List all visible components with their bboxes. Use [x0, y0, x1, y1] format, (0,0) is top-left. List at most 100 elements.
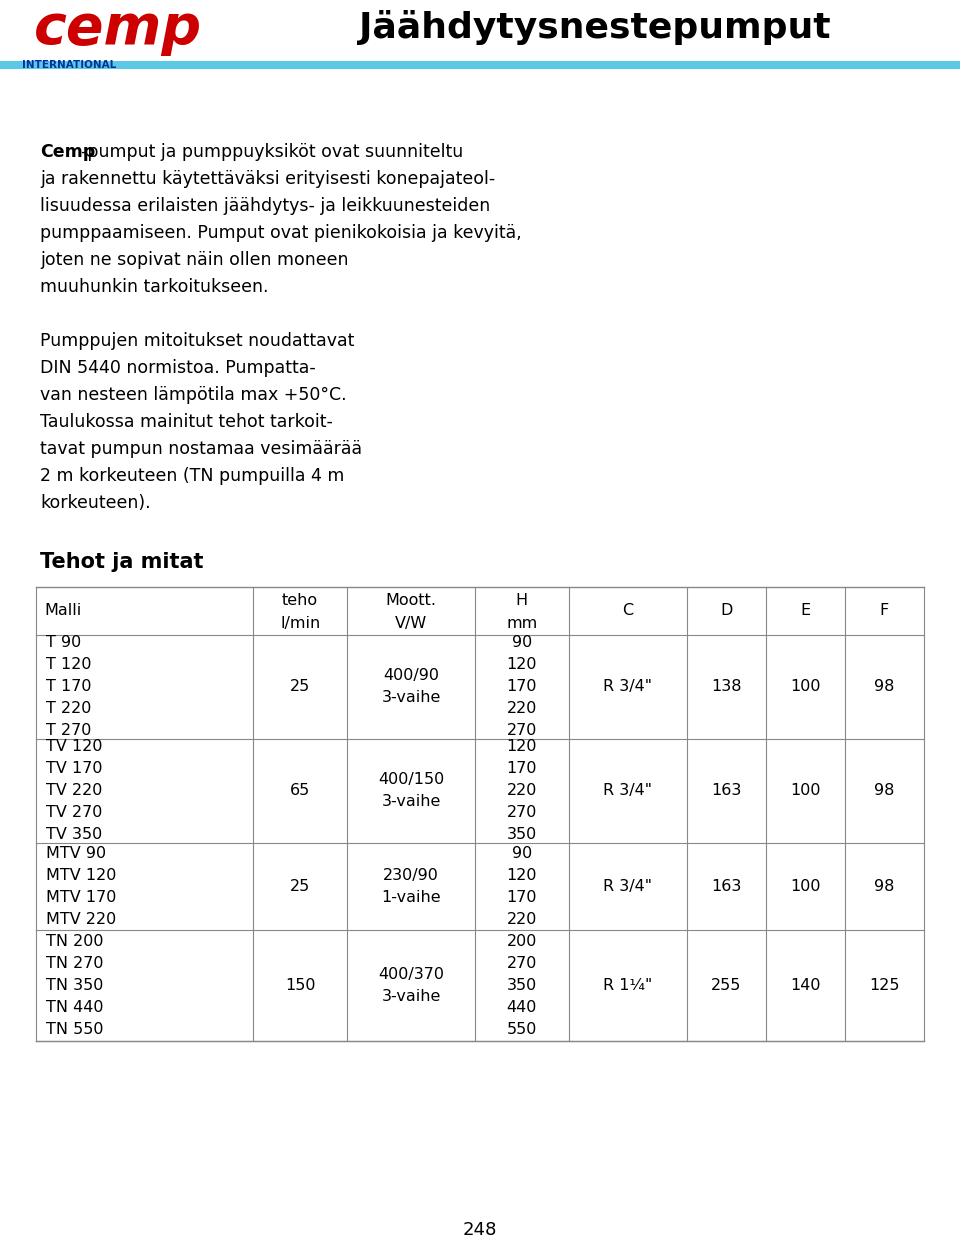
Text: F: F: [879, 604, 889, 618]
Text: 255: 255: [711, 979, 741, 992]
Text: 220: 220: [507, 702, 537, 715]
Text: 550: 550: [507, 1022, 537, 1036]
Text: 98: 98: [874, 783, 895, 798]
Text: 120: 120: [507, 739, 538, 754]
Bar: [0, 61, 960, 69]
Text: 170: 170: [507, 890, 538, 905]
Bar: [36, 843, 924, 930]
Text: Jäähdytysnestepumput: Jäähdytysnestepumput: [359, 10, 831, 45]
Text: 98: 98: [874, 880, 895, 893]
Text: MTV 120: MTV 120: [46, 868, 116, 883]
Text: 220: 220: [507, 912, 537, 927]
Text: T 170: T 170: [46, 679, 91, 694]
Text: MTV 170: MTV 170: [46, 890, 116, 905]
Text: 25: 25: [290, 880, 310, 893]
Text: 170: 170: [507, 762, 538, 776]
Text: TV 170: TV 170: [46, 762, 103, 776]
Bar: [36, 738, 924, 843]
Text: 100: 100: [790, 783, 821, 798]
Bar: [36, 586, 924, 634]
Text: pumppaamiseen. Pumput ovat pienikokoisia ja kevyitä,: pumppaamiseen. Pumput ovat pienikokoisia…: [40, 223, 522, 242]
Text: Moott.: Moott.: [386, 594, 437, 608]
Text: teho: teho: [282, 594, 318, 608]
Text: 200: 200: [507, 935, 537, 949]
Text: V/W: V/W: [395, 616, 427, 630]
Text: TN 350: TN 350: [46, 979, 104, 992]
Text: 90: 90: [512, 846, 532, 861]
Text: DIN 5440 normistoa. Pumpatta-: DIN 5440 normistoa. Pumpatta-: [40, 358, 316, 377]
Text: 270: 270: [507, 956, 537, 971]
Text: T 220: T 220: [46, 702, 91, 715]
Text: TN 440: TN 440: [46, 1000, 104, 1015]
Text: T 120: T 120: [46, 658, 91, 672]
Text: TV 350: TV 350: [46, 827, 103, 842]
Text: 3-vaihe: 3-vaihe: [381, 989, 441, 1004]
Text: 120: 120: [507, 658, 538, 672]
Text: TV 270: TV 270: [46, 806, 103, 819]
Text: TN 550: TN 550: [46, 1022, 104, 1036]
Text: ja rakennettu käytettäväksi erityisesti konepajateol-: ja rakennettu käytettäväksi erityisesti …: [40, 169, 495, 188]
Text: E: E: [801, 604, 810, 618]
Text: TN 270: TN 270: [46, 956, 104, 971]
Text: 163: 163: [711, 783, 741, 798]
Bar: [36, 930, 924, 1040]
Text: 125: 125: [869, 979, 900, 992]
Text: 230/90: 230/90: [383, 868, 439, 883]
Text: 98: 98: [874, 679, 895, 694]
Text: 3-vaihe: 3-vaihe: [381, 690, 441, 705]
Text: 150: 150: [285, 979, 316, 992]
Text: 120: 120: [507, 868, 538, 883]
Text: cemp: cemp: [34, 1, 202, 56]
Text: 400/150: 400/150: [378, 772, 444, 787]
Text: TV 120: TV 120: [46, 739, 103, 754]
Text: INTERNATIONAL: INTERNATIONAL: [22, 60, 116, 70]
Text: 400/90: 400/90: [383, 668, 439, 683]
Text: R 3/4": R 3/4": [603, 783, 653, 798]
Text: 270: 270: [507, 806, 537, 819]
Text: korkeuteen).: korkeuteen).: [40, 494, 151, 511]
Text: 138: 138: [711, 679, 742, 694]
Text: 400/370: 400/370: [378, 967, 444, 982]
Text: 1-vaihe: 1-vaihe: [381, 890, 441, 905]
Bar: [36, 634, 924, 738]
Text: l/min: l/min: [280, 616, 321, 630]
Text: R 3/4": R 3/4": [603, 880, 653, 893]
Text: Tehot ja mitat: Tehot ja mitat: [40, 551, 204, 571]
Text: MTV 220: MTV 220: [46, 912, 116, 927]
Text: 440: 440: [507, 1000, 537, 1015]
Text: 100: 100: [790, 679, 821, 694]
Text: R 3/4": R 3/4": [603, 679, 653, 694]
Text: 170: 170: [507, 679, 538, 694]
Text: tavat pumpun nostamaa vesimäärää: tavat pumpun nostamaa vesimäärää: [40, 440, 363, 457]
Text: joten ne sopivat näin ollen moneen: joten ne sopivat näin ollen moneen: [40, 251, 348, 268]
Text: 350: 350: [507, 979, 537, 992]
Text: Taulukossa mainitut tehot tarkoit-: Taulukossa mainitut tehot tarkoit-: [40, 413, 333, 431]
Text: T 90: T 90: [46, 635, 82, 650]
Text: T 270: T 270: [46, 723, 91, 738]
Text: 140: 140: [790, 979, 821, 992]
Text: 270: 270: [507, 723, 537, 738]
Text: H: H: [516, 594, 528, 608]
Text: C: C: [622, 604, 634, 618]
Text: TV 220: TV 220: [46, 783, 103, 798]
Text: 100: 100: [790, 880, 821, 893]
Text: D: D: [720, 604, 732, 618]
Text: 90: 90: [512, 635, 532, 650]
Text: mm: mm: [506, 616, 538, 630]
Text: 3-vaihe: 3-vaihe: [381, 794, 441, 809]
Text: van nesteen lämpötila max +50°C.: van nesteen lämpötila max +50°C.: [40, 386, 347, 403]
Text: 350: 350: [507, 827, 537, 842]
Text: R 1¹⁄₄": R 1¹⁄₄": [603, 979, 653, 992]
Text: muuhunkin tarkoitukseen.: muuhunkin tarkoitukseen.: [40, 278, 269, 296]
Text: 248: 248: [463, 1222, 497, 1239]
Text: Cemp: Cemp: [40, 143, 96, 160]
Text: -pumput ja pumppuyksiköt ovat suunniteltu: -pumput ja pumppuyksiköt ovat suunnitelt…: [81, 143, 463, 160]
Text: MTV 90: MTV 90: [46, 846, 107, 861]
Text: 163: 163: [711, 880, 741, 893]
Text: TN 200: TN 200: [46, 935, 104, 949]
Text: lisuudessa erilaisten jäähdytys- ja leikkuunesteiden: lisuudessa erilaisten jäähdytys- ja leik…: [40, 197, 491, 214]
Text: 25: 25: [290, 679, 310, 694]
Text: Pumppujen mitoitukset noudattavat: Pumppujen mitoitukset noudattavat: [40, 332, 354, 350]
Text: Malli: Malli: [44, 604, 82, 618]
Text: 220: 220: [507, 783, 537, 798]
